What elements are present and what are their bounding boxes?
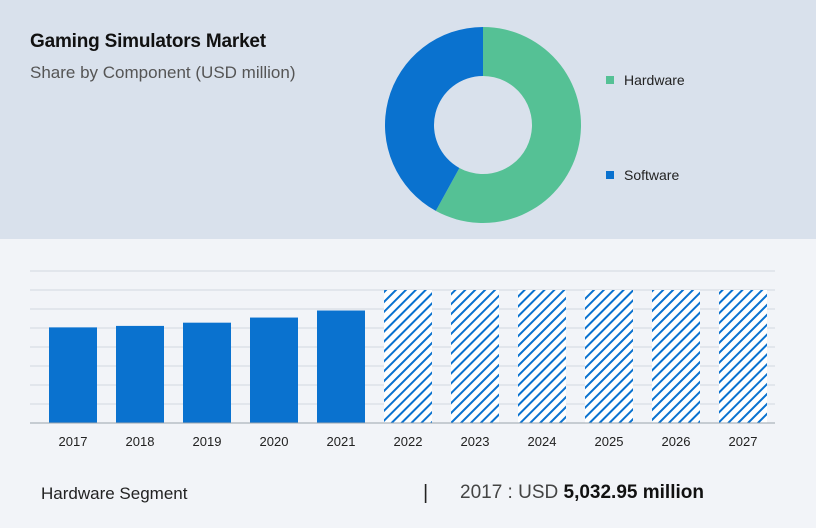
x-tick-label-2020: 2020 (260, 434, 289, 449)
bar-2026 (652, 290, 700, 423)
x-tick-label-2025: 2025 (595, 434, 624, 449)
bar-2023 (451, 290, 499, 423)
bar-2024 (518, 290, 566, 423)
x-tick-label-2022: 2022 (394, 434, 423, 449)
legend-label-hardware: Hardware (624, 72, 685, 88)
legend-label-software: Software (624, 167, 680, 183)
x-tick-label-2023: 2023 (461, 434, 490, 449)
chart-title: Gaming Simulators Market (30, 31, 266, 52)
donut-slice-software (385, 27, 483, 211)
segment-year-prefix: 2017 : USD (460, 482, 564, 503)
donut-chart (385, 27, 581, 223)
footer-divider: | (423, 482, 429, 504)
legend-swatch-hardware (606, 76, 614, 84)
x-tick-label-2019: 2019 (193, 434, 222, 449)
x-tick-label-2017: 2017 (59, 434, 88, 449)
bar-2027 (719, 290, 767, 423)
x-tick-label-2018: 2018 (126, 434, 155, 449)
bar-2020 (250, 317, 298, 423)
x-tick-label-2027: 2027 (729, 434, 758, 449)
bar-2017 (49, 327, 97, 423)
segment-amount: 5,032.95 million (563, 482, 704, 503)
x-tick-label-2026: 2026 (662, 434, 691, 449)
legend-item-software: Software (606, 167, 679, 183)
bar-2019 (183, 322, 231, 423)
bar-chart: 2017 2018 2019 2020 2021 2022 2023 2024 2025 2026… (30, 270, 775, 449)
legend-item-hardware: Hardware (606, 72, 685, 88)
bar-2022 (384, 290, 432, 423)
legend-swatch-software (606, 171, 614, 179)
x-tick-label-2024: 2024 (528, 434, 557, 449)
bar-2018 (116, 325, 164, 423)
bar-2025 (585, 290, 633, 423)
segment-value: 2017 : USD 5,032.95 million (460, 482, 704, 504)
chart-subtitle: Share by Component (USD million) (30, 63, 296, 82)
x-tick-label-2021: 2021 (327, 434, 356, 449)
donut-slice-hardware (435, 27, 581, 223)
segment-label: Hardware Segment (41, 484, 188, 503)
bar-2021 (317, 310, 365, 423)
